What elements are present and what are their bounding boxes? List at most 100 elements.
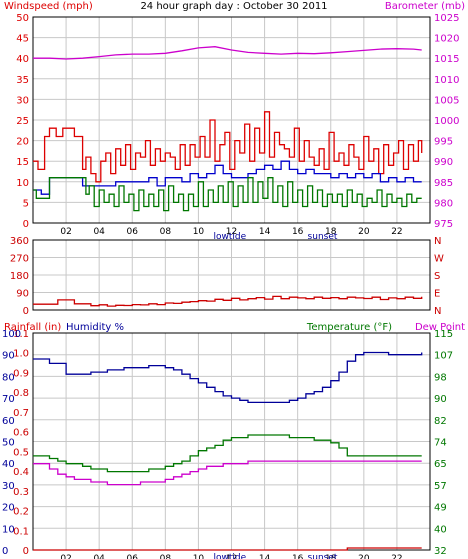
direction-right-tick: N xyxy=(434,306,441,317)
rain-left-tick: 0.5 xyxy=(13,447,29,458)
wind-left-tick: 30 xyxy=(16,95,29,106)
humidity-left-tick: 40 xyxy=(2,459,15,470)
series-dew_point xyxy=(33,460,422,486)
humidity-left-tick: 50 xyxy=(2,438,15,449)
temp-right-tick: 98 xyxy=(434,372,447,383)
wind-x-tick: 06 xyxy=(127,227,139,237)
series-humidity xyxy=(33,351,423,404)
rain-left-tick: 0.6 xyxy=(13,428,29,439)
x-annotation-bottom-lowtide: lowtide xyxy=(214,553,247,559)
series-wind_low xyxy=(33,177,422,212)
humidity-axis-label: Humidity % xyxy=(66,322,124,333)
rain-left-tick: 0.8 xyxy=(13,388,29,399)
windspeed-axis-label: Windspeed (mph) xyxy=(4,1,93,12)
rain-left-tick: 0.1 xyxy=(13,526,29,537)
series-wind_avg xyxy=(33,160,422,195)
temp-right-tick: 49 xyxy=(434,503,447,514)
rain-left-tick: 0.7 xyxy=(13,408,29,419)
wind-right-tick: 1025 xyxy=(434,13,459,24)
wind-x-tick: 14 xyxy=(259,227,271,237)
wind-x-tick: 12 xyxy=(226,227,237,237)
dewpoint-axis-label: Dew Point xyxy=(415,322,465,333)
rain-left-tick: 0.4 xyxy=(13,467,29,478)
humidity-left-tick: 100 xyxy=(2,329,21,340)
wind-left-tick: 45 xyxy=(16,34,29,45)
wind-right-tick: 995 xyxy=(434,137,453,148)
temp-x-tick: 14 xyxy=(259,554,271,559)
temp-right-tick: 57 xyxy=(434,481,447,492)
wind-left-tick: 0 xyxy=(23,219,29,230)
wind-left-tick: 15 xyxy=(16,157,29,168)
rain-left-tick: 1.0 xyxy=(13,349,29,360)
wind-left-tick: 35 xyxy=(16,75,29,86)
wind-left-tick: 5 xyxy=(23,198,29,209)
rain-left-tick: 0 xyxy=(23,546,29,557)
wind-left-tick: 20 xyxy=(16,137,29,148)
wind-right-tick: 1000 xyxy=(434,116,459,127)
temp-right-tick: 40 xyxy=(434,524,447,535)
rain-left-tick: 0.9 xyxy=(13,368,29,379)
temp-right-tick: 82 xyxy=(434,416,447,427)
temperature-axis-label: Temperature (°F) xyxy=(306,322,392,333)
wind-x-tick: 10 xyxy=(193,227,205,237)
direction-right-tick: W xyxy=(434,254,444,265)
temp-x-tick: 16 xyxy=(292,554,304,559)
humidity-left-tick: 80 xyxy=(2,372,15,383)
direction-left-tick: 270 xyxy=(10,254,29,265)
temp-right-tick: 65 xyxy=(434,459,447,470)
wind-left-tick: 25 xyxy=(16,116,29,127)
wind-panel-frame xyxy=(32,16,431,224)
direction-left-tick: 90 xyxy=(16,289,29,300)
rain-left-tick: 1.1 xyxy=(13,329,29,340)
direction-right-tick: N xyxy=(434,236,441,247)
rainfall-axis-label: Rainfall (in) xyxy=(4,322,61,333)
temp-right-tick: 90 xyxy=(434,394,447,405)
wind-right-tick: 1015 xyxy=(434,54,459,65)
x-annotation-lowtide: lowtide xyxy=(214,232,247,242)
humidity-left-tick: 20 xyxy=(2,503,15,514)
wind-x-tick: 22 xyxy=(391,227,402,237)
series-rainfall xyxy=(33,547,422,551)
temp-right-tick: 74 xyxy=(434,438,447,449)
direction-right-tick: E xyxy=(434,289,440,300)
temp-right-tick: 115 xyxy=(434,329,453,340)
temp-x-tick: 22 xyxy=(391,554,402,559)
chart-title: 24 hour graph day : October 30 2011 xyxy=(140,1,327,12)
barometer-axis-label: Barometer (mb) xyxy=(385,1,465,12)
direction-right-tick: S xyxy=(434,271,440,282)
humidity-left-tick: 70 xyxy=(2,394,15,405)
humidity-left-tick: 0 xyxy=(2,546,8,557)
direction-left-tick: 180 xyxy=(10,271,29,282)
series-wind_direction xyxy=(33,295,423,307)
wind-x-tick: 08 xyxy=(160,227,172,237)
wind-right-tick: 1005 xyxy=(434,95,459,106)
wind-right-tick: 990 xyxy=(434,157,453,168)
wind-x-tick: 16 xyxy=(292,227,304,237)
wind-x-tick: 04 xyxy=(93,227,105,237)
temp-x-tick: 08 xyxy=(160,554,172,559)
temp-right-tick: 107 xyxy=(434,351,453,362)
humidity-left-tick: 30 xyxy=(2,481,15,492)
series-wind_gust xyxy=(33,111,423,183)
wind-right-tick: 1020 xyxy=(434,34,459,45)
series-barometer xyxy=(33,46,422,60)
wind-x-tick: 02 xyxy=(60,227,71,237)
wind-x-tick: 20 xyxy=(358,227,370,237)
direction-left-tick: 0 xyxy=(23,306,29,317)
temp-x-tick: 02 xyxy=(60,554,71,559)
temp-x-tick: 20 xyxy=(358,554,370,559)
wind-left-tick: 40 xyxy=(16,54,29,65)
wind-left-tick: 50 xyxy=(16,13,29,24)
temp-x-tick: 10 xyxy=(193,554,205,559)
wind-left-tick: 10 xyxy=(16,178,29,189)
temp-right-tick: 32 xyxy=(434,546,447,557)
rain-left-tick: 0.3 xyxy=(13,487,29,498)
humidity-left-tick: 60 xyxy=(2,416,15,427)
wind-x-tick: 18 xyxy=(325,227,337,237)
series-temperature xyxy=(33,434,422,473)
x-annotation-sunset: sunset xyxy=(308,232,338,242)
temp-x-tick: 06 xyxy=(127,554,139,559)
wind-right-tick: 1010 xyxy=(434,75,459,86)
humidity-left-tick: 10 xyxy=(2,524,15,535)
